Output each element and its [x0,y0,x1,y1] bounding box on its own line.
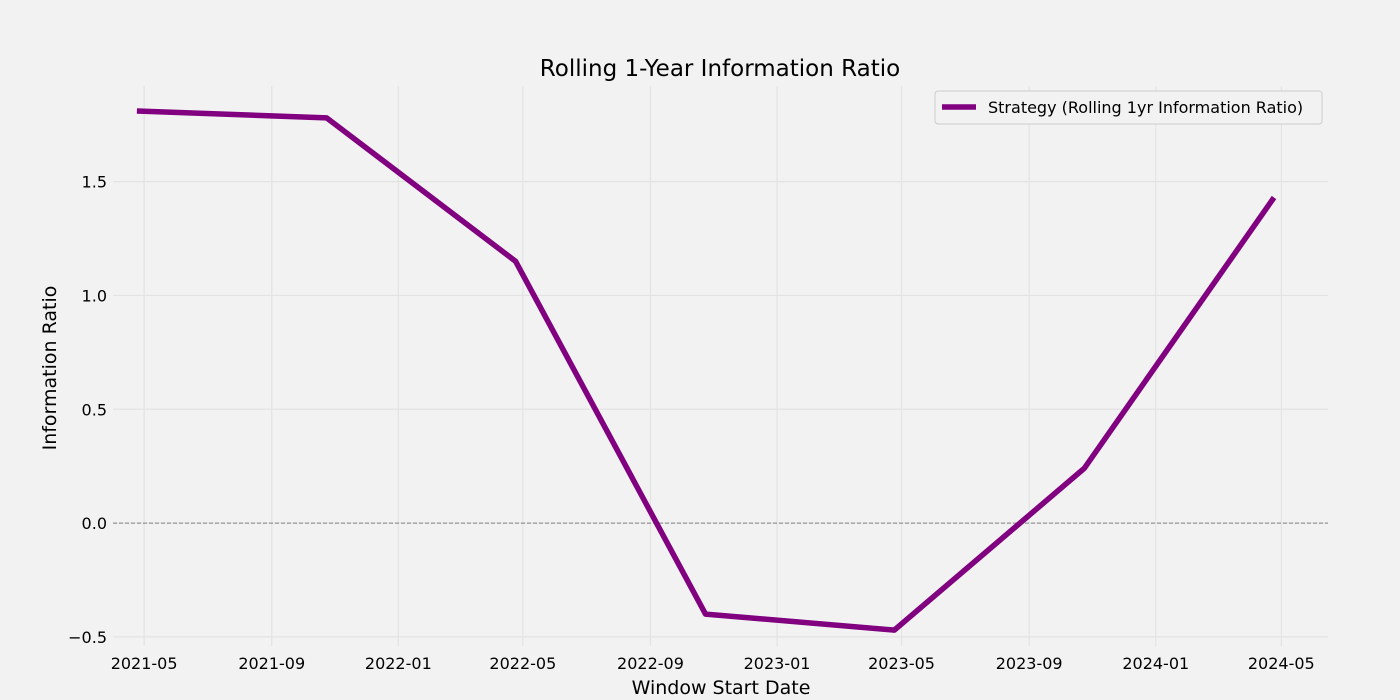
x-tick-labels: 2021-05 2021-09 2022-01 2022-05 2022-09 2023-… [111,654,1315,673]
y-tick-label: −0.5 [68,628,107,647]
x-axis-label: Window Start Date [632,677,811,699]
series-line-strategy [136,108,1277,633]
y-tick-label: 1.0 [82,286,107,305]
grid [113,86,1328,646]
y-tick-label: 1.5 [82,173,107,192]
x-tick-label: 2024-05 [1248,654,1315,673]
y-tick-label: 0.0 [82,514,107,533]
x-tick-label: 2024-01 [1122,654,1189,673]
x-tick-label: 2022-05 [489,654,556,673]
legend-label: Strategy (Rolling 1yr Information Ratio) [988,98,1303,117]
x-tick-label: 2023-05 [868,654,935,673]
y-tick-labels: −0.5 0.0 0.5 1.0 1.5 [68,173,107,647]
x-tick-label: 2022-09 [617,654,684,673]
legend-box [934,90,1323,125]
x-tick-label: 2021-05 [111,654,178,673]
chart-title: Rolling 1-Year Information Ratio [540,56,900,82]
series-layer [136,108,1277,633]
y-axis-label: Information Ratio [39,286,61,451]
x-tick-label: 2022-01 [365,654,432,673]
y-tick-label: 0.5 [82,400,107,419]
x-tick-label: 2023-01 [744,654,811,673]
x-tick-label: 2021-09 [238,654,305,673]
x-tick-label: 2023-09 [996,654,1063,673]
legend: Strategy (Rolling 1yr Information Ratio) [934,90,1323,125]
